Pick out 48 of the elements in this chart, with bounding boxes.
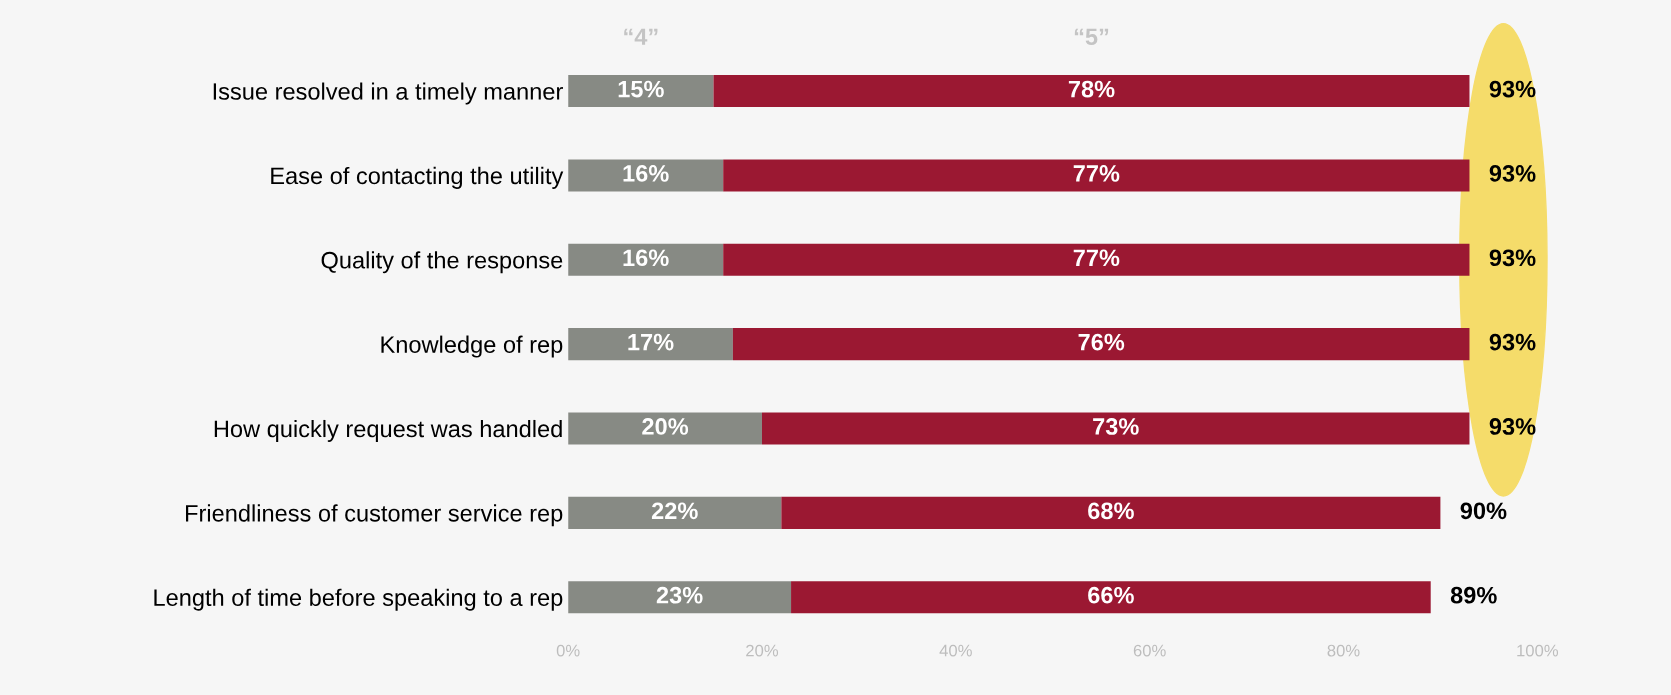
- y-tick-label: Quality of the response: [321, 251, 563, 274]
- data-label: 76%: [1078, 333, 1125, 351]
- x-tick-label: 20%: [746, 644, 779, 657]
- total-label: 89%: [1450, 586, 1497, 604]
- bar: [568, 412, 762, 445]
- data-label: 77%: [1073, 249, 1120, 267]
- data-label: 66%: [1088, 586, 1134, 604]
- bar: [568, 328, 733, 361]
- bar: [723, 159, 1470, 192]
- data-label: 22%: [651, 502, 698, 520]
- bar: [713, 75, 1470, 108]
- data-label: 15%: [618, 80, 664, 98]
- y-tick-label: Issue resolved in a timely manner: [213, 82, 563, 105]
- x-tick-label: 100%: [1517, 644, 1559, 657]
- bar: [723, 243, 1470, 276]
- bar: [781, 496, 1441, 529]
- y-tick-label: Friendliness of customer service rep: [186, 504, 563, 527]
- x-tick-label: 0%: [556, 644, 580, 657]
- total-label: 93%: [1489, 418, 1536, 435]
- data-label: 23%: [656, 586, 703, 604]
- y-tick-label: Knowledge of rep: [381, 335, 563, 358]
- total-label: 93%: [1489, 333, 1536, 351]
- data-label: 68%: [1088, 502, 1134, 520]
- y-tick-label: How quickly request was handled: [214, 419, 562, 442]
- bar: [761, 412, 1470, 445]
- data-label: 16%: [623, 249, 669, 267]
- total-label: 93%: [1489, 165, 1536, 182]
- y-tick-label: Ease of contacting the utility: [271, 166, 564, 189]
- total-label: 90%: [1460, 502, 1507, 520]
- data-label: 77%: [1073, 165, 1120, 182]
- data-label: 78%: [1068, 80, 1115, 98]
- total-label: 93%: [1489, 80, 1536, 98]
- bar: [568, 581, 792, 614]
- bar: [568, 243, 724, 276]
- bar: [791, 581, 1431, 614]
- x-tick-label: 80%: [1327, 644, 1360, 657]
- total-label: 93%: [1489, 249, 1536, 267]
- bar: [568, 75, 714, 108]
- bar: [568, 496, 782, 529]
- data-label: 17%: [628, 333, 674, 351]
- x-tick-label: 40%: [939, 644, 972, 657]
- y-tick-label: Length of time before speaking to a rep: [154, 588, 563, 611]
- bar: [568, 159, 724, 192]
- data-label: 73%: [1093, 418, 1139, 435]
- data-label: 20%: [642, 418, 689, 435]
- x-tick-label: 60%: [1133, 644, 1166, 657]
- bar: [732, 328, 1470, 361]
- data-label: 16%: [623, 165, 669, 182]
